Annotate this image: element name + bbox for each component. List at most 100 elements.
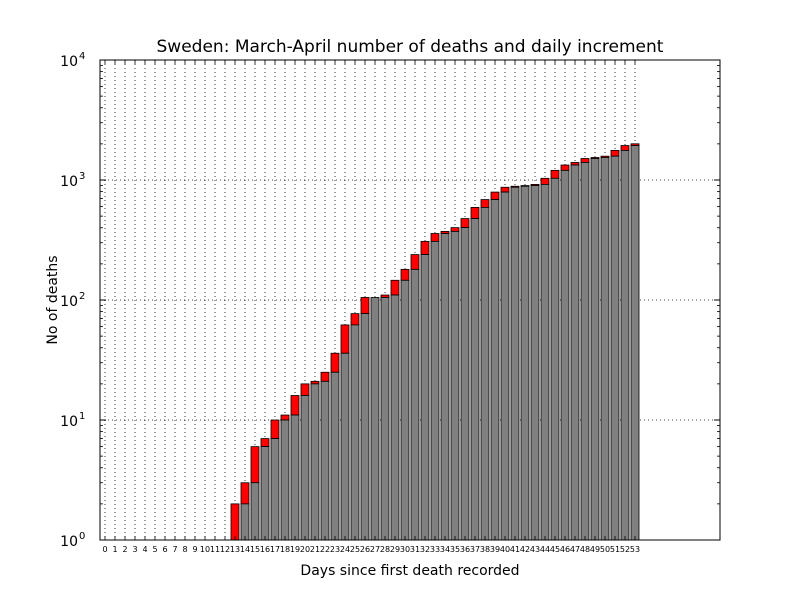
x-tick-label: 9 <box>192 545 197 554</box>
bar-previous-14 <box>240 503 250 541</box>
bar-previous-43 <box>530 185 540 541</box>
bar-previous-16 <box>260 446 270 541</box>
x-tick-label: 33 <box>430 545 440 554</box>
bar-previous-51 <box>610 155 620 541</box>
bar-increment-40 <box>500 186 510 193</box>
bar-increment-35 <box>450 227 460 232</box>
bar-previous-31 <box>410 268 420 541</box>
bar-increment-20 <box>300 383 310 396</box>
bar-increment-26 <box>360 297 370 315</box>
bar-increment-51 <box>610 149 620 157</box>
x-tick-label: 29 <box>390 545 400 554</box>
bar-increment-16 <box>260 438 270 448</box>
x-tick-label: 25 <box>350 545 360 554</box>
y-tick-exponent: 1 <box>79 411 85 422</box>
x-tick-label: 41 <box>510 545 520 554</box>
x-tick-label: 30 <box>400 545 410 554</box>
bar-previous-40 <box>500 191 510 541</box>
x-tick-label: 15 <box>250 545 260 554</box>
bar-increment-46 <box>560 164 570 171</box>
bar-previous-30 <box>400 279 410 541</box>
y-tick-label: 10 <box>60 54 78 70</box>
x-tick-label: 47 <box>570 545 580 554</box>
bar-increment-15 <box>250 446 260 484</box>
x-tick-label: 0 <box>102 545 107 554</box>
x-tick-label: 27 <box>370 545 380 554</box>
bar-previous-17 <box>270 438 280 541</box>
x-tick-label: 52 <box>620 545 630 554</box>
x-tick-label: 37 <box>470 545 480 554</box>
x-tick-label: 8 <box>182 545 187 554</box>
bar-increment-23 <box>330 352 340 373</box>
y-tick-exponent: 2 <box>79 291 85 302</box>
bar-increment-48 <box>580 158 590 163</box>
bar-previous-22 <box>320 380 330 541</box>
x-tick-label: 22 <box>320 545 330 554</box>
bar-increment-38 <box>480 199 490 208</box>
x-tick-label: 50 <box>600 545 610 554</box>
bar-increment-30 <box>400 268 410 281</box>
x-tick-label: 31 <box>410 545 420 554</box>
bar-increment-17 <box>270 419 280 439</box>
bar-previous-25 <box>350 324 360 541</box>
x-tick-label: 46 <box>560 545 570 554</box>
bar-increment-39 <box>490 191 500 200</box>
bar-previous-35 <box>450 230 460 541</box>
bar-previous-42 <box>520 185 530 541</box>
x-tick-label: 21 <box>310 545 320 554</box>
bar-increment-19 <box>290 395 300 416</box>
x-tick-label: 2 <box>122 545 127 554</box>
bar-previous-41 <box>510 186 520 541</box>
x-tick-label: 26 <box>360 545 370 554</box>
bar-previous-36 <box>460 227 470 541</box>
x-tick-label: 35 <box>450 545 460 554</box>
x-tick-label: 11 <box>210 545 220 554</box>
bar-previous-27 <box>370 297 380 541</box>
x-tick-label: 32 <box>420 545 430 554</box>
bar-increment-36 <box>460 218 470 229</box>
bar-previous-47 <box>570 164 580 541</box>
bar-increment-25 <box>350 313 360 326</box>
bar-previous-33 <box>430 240 440 541</box>
bar-increment-44 <box>540 177 550 185</box>
bar-previous-32 <box>420 254 430 541</box>
chart-title: Sweden: March-April number of deaths and… <box>157 37 664 57</box>
x-axis-ticks: 0 1 2 3 4 5 6 7 8 9 10 11 12 13 14 15 16 17 18 19 20 21 22 23 24… <box>102 60 640 554</box>
bar-increment-52 <box>620 145 630 151</box>
bar-increment-24 <box>340 324 350 354</box>
bar-increment-33 <box>430 233 440 242</box>
x-tick-label: 1 <box>112 545 117 554</box>
x-tick-label: 24 <box>340 545 350 554</box>
x-tick-label: 45 <box>550 545 560 554</box>
x-tick-label: 49 <box>590 545 600 554</box>
x-tick-label: 4 <box>142 545 147 554</box>
x-tick-label: 51 <box>610 545 620 554</box>
x-tick-label: 53 <box>630 545 640 554</box>
y-axis-label: No of deaths <box>45 255 61 344</box>
bar-previous-21 <box>310 383 320 541</box>
y-tick-label: 10 <box>60 534 78 550</box>
x-tick-label: 43 <box>530 545 540 554</box>
x-tick-label: 5 <box>152 545 157 554</box>
x-tick-label: 6 <box>162 545 167 554</box>
x-tick-label: 34 <box>440 545 450 554</box>
bar-previous-52 <box>620 149 630 541</box>
bar-increment-14 <box>240 482 250 505</box>
x-tick-label: 18 <box>280 545 290 554</box>
bar-previous-18 <box>280 419 290 541</box>
x-tick-label: 23 <box>330 545 340 554</box>
y-tick-exponent: 0 <box>79 531 85 542</box>
bar-previous-34 <box>440 233 450 541</box>
bar-increment-32 <box>420 240 430 255</box>
x-tick-label: 44 <box>540 545 550 554</box>
x-tick-label: 7 <box>172 545 177 554</box>
bar-previous-44 <box>540 184 550 541</box>
bar-previous-53 <box>630 145 640 541</box>
bar-previous-26 <box>360 313 370 541</box>
x-axis-label: Days since first death recorded <box>300 563 519 579</box>
bar-increment-29 <box>390 279 400 296</box>
bar-increment-37 <box>470 207 480 219</box>
bar-previous-19 <box>290 414 300 541</box>
bar-increment-45 <box>550 169 560 179</box>
